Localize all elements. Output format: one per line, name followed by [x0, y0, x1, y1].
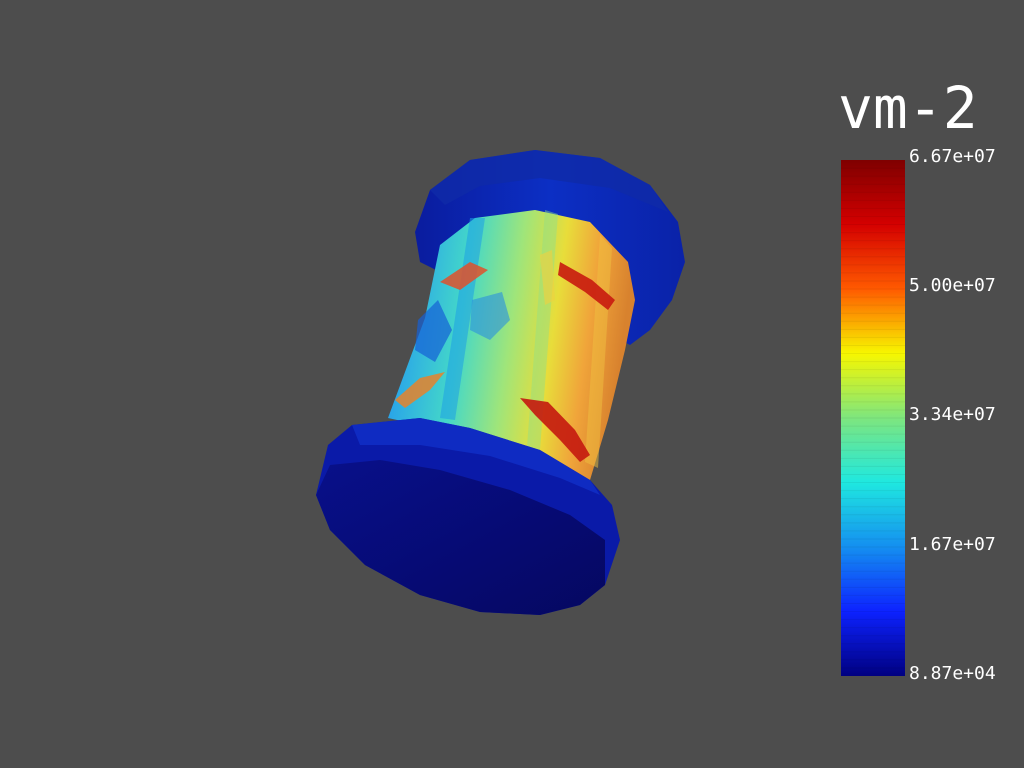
scalar-bar-tick-4: 5.00e+07 — [909, 275, 996, 296]
scalar-bar-tick-2: 1.67e+07 — [909, 534, 996, 555]
scalar-bar[interactable] — [841, 160, 905, 676]
scalar-bar-tick-min: 8.87e+04 — [909, 663, 996, 684]
bottom-flange — [316, 418, 620, 615]
scalar-bar-tick-max: 6.67e+07 — [909, 146, 996, 167]
scalar-bar-gradient — [841, 160, 905, 676]
scalar-bar-title: vm-2 — [838, 74, 978, 142]
scalar-bar-tick-3: 3.34e+07 — [909, 404, 996, 425]
tube-body — [388, 210, 635, 480]
